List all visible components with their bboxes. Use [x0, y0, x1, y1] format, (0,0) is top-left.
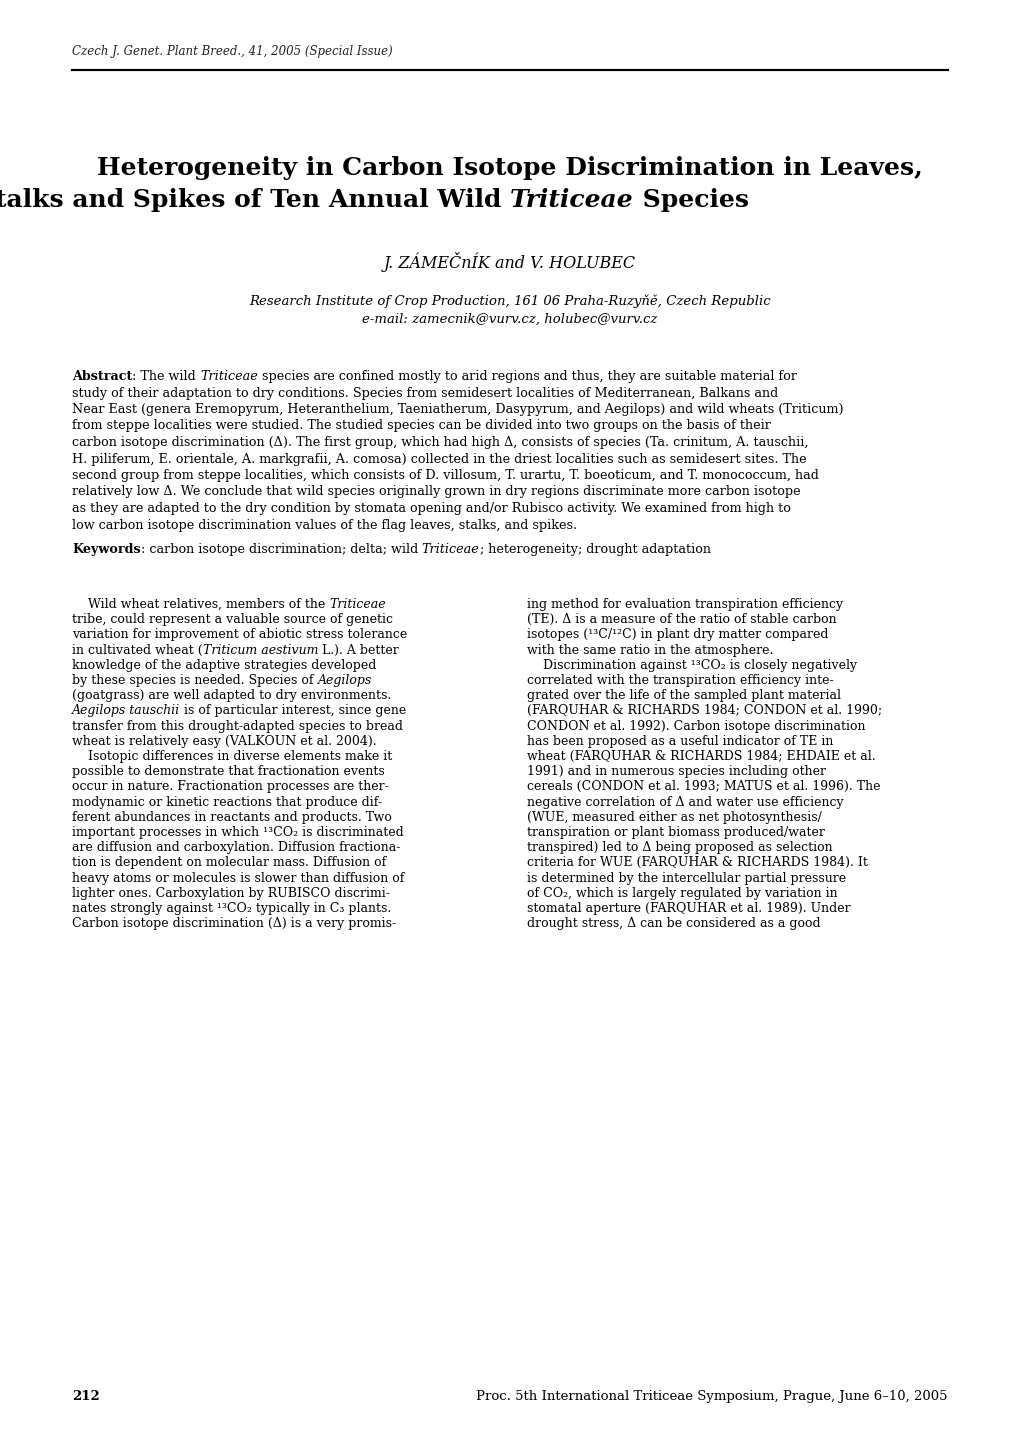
Text: drought stress, Δ can be considered as a good: drought stress, Δ can be considered as a… [527, 917, 820, 930]
Text: second group from steppe localities, which consists of D. villosum, T. urartu, T: second group from steppe localities, whi… [72, 469, 818, 482]
Text: isotopes (¹³C/¹²C) in plant dry matter compared: isotopes (¹³C/¹²C) in plant dry matter c… [527, 629, 827, 642]
Text: wheat (FARQUHAR & RICHARDS 1984; EHDAIE et al.: wheat (FARQUHAR & RICHARDS 1984; EHDAIE … [527, 750, 874, 763]
Text: tribe, could represent a valuable source of genetic: tribe, could represent a valuable source… [72, 613, 392, 626]
Text: Species: Species [633, 187, 748, 212]
Text: nates strongly against ¹³CO₂ typically in C₃ plants.: nates strongly against ¹³CO₂ typically i… [72, 903, 391, 916]
Text: by these species is needed. Species of: by these species is needed. Species of [72, 673, 317, 686]
Text: are diffusion and carboxylation. Diffusion fractiona-: are diffusion and carboxylation. Diffusi… [72, 841, 400, 854]
Text: has been proposed as a useful indicator of TE in: has been proposed as a useful indicator … [527, 735, 833, 748]
Text: Near East (genera Eremopyrum, Heteranthelium, Taeniatherum, Dasypyrum, and Aegil: Near East (genera Eremopyrum, Heteranthe… [72, 402, 843, 415]
Text: Keywords: Keywords [72, 544, 141, 557]
Text: ing method for evaluation transpiration efficiency: ing method for evaluation transpiration … [527, 598, 843, 611]
Text: (TE). Δ is a measure of the ratio of stable carbon: (TE). Δ is a measure of the ratio of sta… [527, 613, 836, 626]
Text: as they are adapted to the dry condition by stomata opening and/or Rubisco activ: as they are adapted to the dry condition… [72, 502, 790, 515]
Text: relatively low Δ. We conclude that wild species originally grown in dry regions : relatively low Δ. We conclude that wild … [72, 486, 800, 499]
Text: Triticeae: Triticeae [510, 187, 633, 212]
Text: : carbon isotope discrimination; delta; wild: : carbon isotope discrimination; delta; … [141, 544, 422, 557]
Text: ; heterogeneity; drought adaptation: ; heterogeneity; drought adaptation [479, 544, 710, 557]
Text: modynamic or kinetic reactions that produce dif-: modynamic or kinetic reactions that prod… [72, 796, 382, 809]
Text: Carbon isotope discrimination (Δ) is a very promis-: Carbon isotope discrimination (Δ) is a v… [72, 917, 395, 930]
Text: CONDON et al. 1992). Carbon isotope discrimination: CONDON et al. 1992). Carbon isotope disc… [527, 720, 865, 733]
Text: from steppe localities were studied. The studied species can be divided into two: from steppe localities were studied. The… [72, 420, 770, 433]
Text: Isotopic differences in diverse elements make it: Isotopic differences in diverse elements… [72, 750, 392, 763]
Text: 1991) and in numerous species including other: 1991) and in numerous species including … [527, 766, 825, 779]
Text: H. piliferum, E. orientale, A. markgrafii, A. comosa) collected in the driest lo: H. piliferum, E. orientale, A. markgrafi… [72, 453, 806, 466]
Text: L.). A better: L.). A better [318, 643, 398, 656]
Text: wheat is relatively easy (VALKOUN et al. 2004).: wheat is relatively easy (VALKOUN et al.… [72, 735, 376, 748]
Text: Research Institute of Crop Production, 161 06 Praha-Ruzyňě, Czech Republic: Research Institute of Crop Production, 1… [249, 294, 770, 309]
Text: transpired) led to Δ being proposed as selection: transpired) led to Δ being proposed as s… [527, 841, 832, 854]
Text: possible to demonstrate that fractionation events: possible to demonstrate that fractionati… [72, 766, 384, 779]
Text: Stalks and Spikes of Ten Annual Wild: Stalks and Spikes of Ten Annual Wild [0, 187, 510, 212]
Text: study of their adaptation to dry conditions. Species from semidesert localities : study of their adaptation to dry conditi… [72, 386, 777, 399]
Text: is determined by the intercellular partial pressure: is determined by the intercellular parti… [527, 871, 846, 884]
Text: Proc. 5th International Triticeae Symposium, Prague, June 6–10, 2005: Proc. 5th International Triticeae Sympos… [476, 1390, 947, 1403]
Text: occur in nature. Fractionation processes are ther-: occur in nature. Fractionation processes… [72, 780, 388, 793]
Text: important processes in which ¹³CO₂ is discriminated: important processes in which ¹³CO₂ is di… [72, 826, 404, 839]
Text: of CO₂, which is largely regulated by variation in: of CO₂, which is largely regulated by va… [527, 887, 837, 900]
Text: Heterogeneity in Carbon Isotope Discrimination in Leaves,: Heterogeneity in Carbon Isotope Discrimi… [97, 156, 922, 180]
Text: (goatgrass) are well adapted to dry environments.: (goatgrass) are well adapted to dry envi… [72, 689, 391, 702]
Text: Czech J. Genet. Plant Breed., 41, 2005 (Special Issue): Czech J. Genet. Plant Breed., 41, 2005 (… [72, 45, 392, 58]
Text: Aegilops: Aegilops [317, 673, 371, 686]
Text: (FARQUHAR & RICHARDS 1984; CONDON et al. 1990;: (FARQUHAR & RICHARDS 1984; CONDON et al.… [527, 704, 881, 718]
Text: Aegilops tauschii: Aegilops tauschii [72, 704, 180, 718]
Text: : The wild: : The wild [132, 371, 200, 384]
Text: Wild wheat relatives, members of the: Wild wheat relatives, members of the [72, 598, 329, 611]
Text: with the same ratio in the atmosphere.: with the same ratio in the atmosphere. [527, 643, 772, 656]
Text: 212: 212 [72, 1390, 100, 1403]
Text: is of particular interest, since gene: is of particular interest, since gene [180, 704, 406, 718]
Text: transfer from this drought-adapted species to bread: transfer from this drought-adapted speci… [72, 720, 403, 733]
Text: Abstract: Abstract [72, 371, 132, 384]
Text: (WUE, measured either as net photosynthesis/: (WUE, measured either as net photosynthe… [527, 810, 821, 823]
Text: Triticeae: Triticeae [422, 544, 479, 557]
Text: knowledge of the adaptive strategies developed: knowledge of the adaptive strategies dev… [72, 659, 376, 672]
Text: negative correlation of Δ and water use efficiency: negative correlation of Δ and water use … [527, 796, 843, 809]
Text: in cultivated wheat (: in cultivated wheat ( [72, 643, 203, 656]
Text: J. ZÁMEČnÍK and V. HOLUBEC: J. ZÁMEČnÍK and V. HOLUBEC [383, 252, 636, 273]
Text: Triticeae: Triticeae [200, 371, 258, 384]
Text: ferent abundances in reactants and products. Two: ferent abundances in reactants and produ… [72, 810, 391, 823]
Text: e-mail: zamecnik@vurv.cz, holubec@vurv.cz: e-mail: zamecnik@vurv.cz, holubec@vurv.c… [362, 313, 657, 326]
Text: Triticum aestivum: Triticum aestivum [203, 643, 318, 656]
Text: carbon isotope discrimination (Δ). The first group, which had high Δ, consists o: carbon isotope discrimination (Δ). The f… [72, 435, 808, 448]
Text: variation for improvement of abiotic stress tolerance: variation for improvement of abiotic str… [72, 629, 407, 642]
Text: Triticeae: Triticeae [329, 598, 385, 611]
Text: lighter ones. Carboxylation by RUBISCO discrimi-: lighter ones. Carboxylation by RUBISCO d… [72, 887, 389, 900]
Text: heavy atoms or molecules is slower than diffusion of: heavy atoms or molecules is slower than … [72, 871, 404, 884]
Text: criteria for WUE (FARQUHAR & RICHARDS 1984). It: criteria for WUE (FARQUHAR & RICHARDS 19… [527, 857, 867, 870]
Text: cereals (CONDON et al. 1993; MATUS et al. 1996). The: cereals (CONDON et al. 1993; MATUS et al… [527, 780, 879, 793]
Text: grated over the life of the sampled plant material: grated over the life of the sampled plan… [527, 689, 841, 702]
Text: Discrimination against ¹³CO₂ is closely negatively: Discrimination against ¹³CO₂ is closely … [527, 659, 856, 672]
Text: low carbon isotope discrimination values of the flag leaves, stalks, and spikes.: low carbon isotope discrimination values… [72, 519, 577, 532]
Text: correlated with the transpiration efficiency inte-: correlated with the transpiration effici… [527, 673, 833, 686]
Text: tion is dependent on molecular mass. Diffusion of: tion is dependent on molecular mass. Dif… [72, 857, 386, 870]
Text: species are confined mostly to arid regions and thus, they are suitable material: species are confined mostly to arid regi… [258, 371, 796, 384]
Text: transpiration or plant biomass produced/water: transpiration or plant biomass produced/… [527, 826, 824, 839]
Text: stomatal aperture (FARQUHAR et al. 1989). Under: stomatal aperture (FARQUHAR et al. 1989)… [527, 903, 850, 916]
